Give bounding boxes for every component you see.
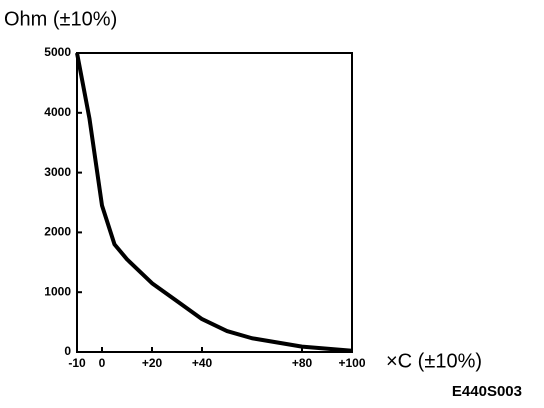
x-tick-label: -10 xyxy=(68,356,86,370)
x-tick-label: +40 xyxy=(192,356,213,370)
x-tick-label: +80 xyxy=(292,356,313,370)
y-tick-label: 1000 xyxy=(44,284,71,298)
y-tick-label: 0 xyxy=(64,344,71,358)
x-axis-label: ×C (±10%) xyxy=(386,350,482,372)
plot-frame xyxy=(76,52,353,353)
y-tick-label: 4000 xyxy=(44,105,71,119)
y-tick-label: 2000 xyxy=(44,225,71,239)
figure-code: E440S003 xyxy=(452,383,522,400)
y-tick-label: 5000 xyxy=(44,45,71,59)
y-tick-label: 3000 xyxy=(44,165,71,179)
x-tick-label: 0 xyxy=(99,356,106,370)
data-line xyxy=(75,52,353,353)
x-tick-label: +20 xyxy=(142,356,163,370)
y-axis-label: Ohm (±10%) xyxy=(4,8,117,30)
x-tick-label: +100 xyxy=(338,356,365,370)
